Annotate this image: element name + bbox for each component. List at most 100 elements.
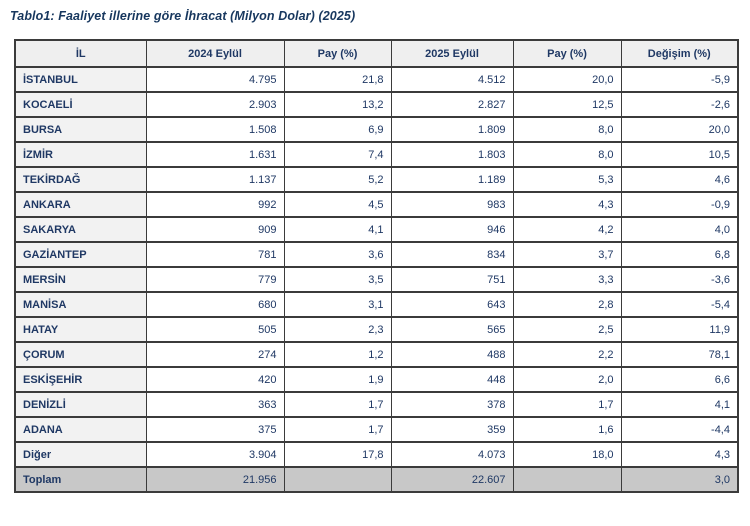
cell-2024-eylul: 274: [145, 341, 285, 368]
cell-pay-2025: 12,5: [512, 91, 622, 118]
export-by-province-table: İL 2024 Eylül Pay (%) 2025 Eylül Pay (%)…: [14, 39, 739, 493]
table-row: İSTANBUL 4.795 21,8 4.512 20,0 -5,9: [14, 66, 739, 93]
table-row: BURSA 1.508 6,9 1.809 8,0 20,0: [14, 116, 739, 143]
cell-degisim: 6,8: [620, 241, 739, 268]
cell-il: DENİZLİ: [14, 391, 147, 418]
cell-il: ADANA: [14, 416, 147, 443]
cell-degisim: -2,6: [620, 91, 739, 118]
cell-degisim: 6,6: [620, 366, 739, 393]
cell-2024-eylul: 1.631: [145, 141, 285, 168]
total-row: Toplam 21.956 22.607 3,0: [14, 466, 739, 493]
cell-degisim: 4,6: [620, 166, 739, 193]
table-body: İSTANBUL 4.795 21,8 4.512 20,0 -5,9 KOCAELİ 2.9…: [14, 66, 739, 493]
table-row: ADANA 375 1,7 359 1,6 -4,4: [14, 416, 739, 443]
cell-il: HATAY: [14, 316, 147, 343]
cell-pay-2024: 1,7: [283, 391, 392, 418]
cell-2024-eylul: 4.795: [145, 66, 285, 93]
cell-pay-2024: 1,9: [283, 366, 392, 393]
cell-pay-2025: 8,0: [512, 141, 622, 168]
column-header-degisim: Değişim (%): [620, 39, 739, 68]
cell-2025-eylul: 378: [390, 391, 514, 418]
cell-pay-2024: 3,6: [283, 241, 392, 268]
cell-pay-2025: 1,7: [512, 391, 622, 418]
cell-pay-2025: [512, 466, 622, 493]
cell-2025-eylul: 983: [390, 191, 514, 218]
table-row: ÇORUM 274 1,2 488 2,2 78,1: [14, 341, 739, 368]
cell-2025-eylul: 488: [390, 341, 514, 368]
cell-pay-2025: 3,3: [512, 266, 622, 293]
table-row: MERSİN 779 3,5 751 3,3 -3,6: [14, 266, 739, 293]
table-row: Diğer 3.904 17,8 4.073 18,0 4,3: [14, 441, 739, 468]
cell-2024-eylul: 420: [145, 366, 285, 393]
table-row: MANİSA 680 3,1 643 2,8 -5,4: [14, 291, 739, 318]
column-header-2024-eylul: 2024 Eylül: [145, 39, 285, 68]
table-row: DENİZLİ 363 1,7 378 1,7 4,1: [14, 391, 739, 418]
cell-pay-2024: 2,3: [283, 316, 392, 343]
cell-2025-eylul: 565: [390, 316, 514, 343]
cell-2025-eylul: 834: [390, 241, 514, 268]
cell-pay-2024: 3,5: [283, 266, 392, 293]
cell-pay-2024: 1,7: [283, 416, 392, 443]
table-row: ESKİŞEHİR 420 1,9 448 2,0 6,6: [14, 366, 739, 393]
cell-2025-eylul: 1.189: [390, 166, 514, 193]
table-row: İZMİR 1.631 7,4 1.803 8,0 10,5: [14, 141, 739, 168]
cell-pay-2025: 5,3: [512, 166, 622, 193]
cell-il: İSTANBUL: [14, 66, 147, 93]
cell-2025-eylul: 643: [390, 291, 514, 318]
cell-2024-eylul: 992: [145, 191, 285, 218]
cell-pay-2024: [283, 466, 392, 493]
cell-pay-2024: 3,1: [283, 291, 392, 318]
cell-pay-2024: 5,2: [283, 166, 392, 193]
cell-il: ÇORUM: [14, 341, 147, 368]
table-row: SAKARYA 909 4,1 946 4,2 4,0: [14, 216, 739, 243]
table-row: HATAY 505 2,3 565 2,5 11,9: [14, 316, 739, 343]
column-header-pay-2025: Pay (%): [512, 39, 622, 68]
cell-il: MERSİN: [14, 266, 147, 293]
cell-il: Diğer: [14, 441, 147, 468]
cell-il: SAKARYA: [14, 216, 147, 243]
cell-pay-2024: 21,8: [283, 66, 392, 93]
cell-2025-eylul: 359: [390, 416, 514, 443]
cell-pay-2025: 2,5: [512, 316, 622, 343]
cell-2024-eylul: 1.137: [145, 166, 285, 193]
cell-pay-2025: 3,7: [512, 241, 622, 268]
cell-2024-eylul: 680: [145, 291, 285, 318]
cell-2024-eylul: 3.904: [145, 441, 285, 468]
cell-degisim: -0,9: [620, 191, 739, 218]
cell-degisim: 3,0: [620, 466, 739, 493]
cell-pay-2024: 7,4: [283, 141, 392, 168]
column-header-2025-eylul: 2025 Eylül: [390, 39, 514, 68]
cell-degisim: 11,9: [620, 316, 739, 343]
cell-il: TEKİRDAĞ: [14, 166, 147, 193]
cell-il: KOCAELİ: [14, 91, 147, 118]
cell-2024-eylul: 781: [145, 241, 285, 268]
cell-pay-2025: 4,3: [512, 191, 622, 218]
cell-degisim: 10,5: [620, 141, 739, 168]
cell-il: MANİSA: [14, 291, 147, 318]
cell-2025-eylul: 946: [390, 216, 514, 243]
cell-pay-2025: 2,2: [512, 341, 622, 368]
cell-2024-eylul: 21.956: [145, 466, 285, 493]
cell-2024-eylul: 375: [145, 416, 285, 443]
cell-pay-2025: 4,2: [512, 216, 622, 243]
cell-pay-2025: 18,0: [512, 441, 622, 468]
cell-il: ESKİŞEHİR: [14, 366, 147, 393]
table-row: KOCAELİ 2.903 13,2 2.827 12,5 -2,6: [14, 91, 739, 118]
cell-2025-eylul: 4.512: [390, 66, 514, 93]
cell-2024-eylul: 1.508: [145, 116, 285, 143]
cell-pay-2024: 4,1: [283, 216, 392, 243]
cell-2025-eylul: 4.073: [390, 441, 514, 468]
cell-2024-eylul: 779: [145, 266, 285, 293]
cell-2025-eylul: 22.607: [390, 466, 514, 493]
cell-pay-2025: 2,8: [512, 291, 622, 318]
cell-il: Toplam: [14, 466, 147, 493]
cell-2025-eylul: 448: [390, 366, 514, 393]
cell-degisim: 4,0: [620, 216, 739, 243]
cell-2025-eylul: 1.803: [390, 141, 514, 168]
column-header-il: İL: [14, 39, 147, 68]
column-header-pay-2024: Pay (%): [283, 39, 392, 68]
cell-pay-2024: 17,8: [283, 441, 392, 468]
cell-2024-eylul: 505: [145, 316, 285, 343]
cell-pay-2024: 1,2: [283, 341, 392, 368]
